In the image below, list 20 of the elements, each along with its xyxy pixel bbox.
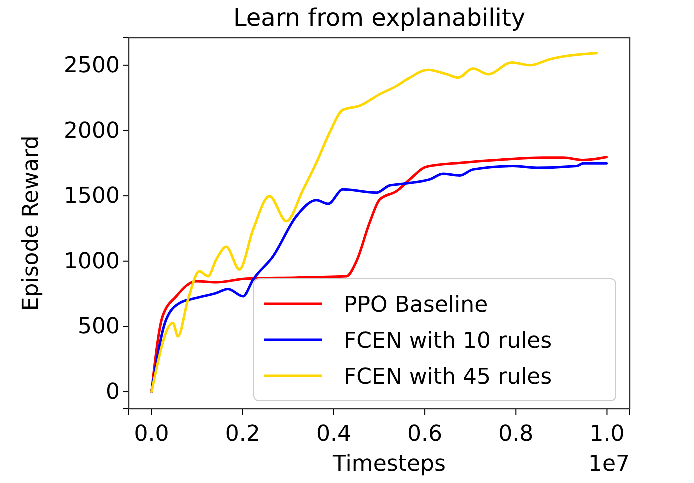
x-axis-title: Timesteps <box>332 452 446 477</box>
x-tick-label: 0.0 <box>134 422 170 448</box>
y-tick-label: 1500 <box>64 184 120 210</box>
legend-label: FCEN with 10 rules <box>344 329 552 354</box>
x-tick-label: 0.8 <box>498 422 534 448</box>
x-tick-label: 1.0 <box>590 422 625 448</box>
legend-label: FCEN with 45 rules <box>344 365 552 390</box>
y-tick-label: 500 <box>78 314 120 340</box>
line-series <box>150 52 598 394</box>
chart-title: Learn from explanability <box>233 4 526 32</box>
y-tick-label: 1000 <box>64 249 120 274</box>
y-axis-title: Episode Reward <box>19 136 44 312</box>
y-tick-label: 2000 <box>64 118 120 144</box>
y-tick-label: 0 <box>106 380 120 406</box>
text: 1e7 <box>588 452 630 477</box>
x-tick-label: 0.2 <box>225 422 260 448</box>
y-tick-label: 2500 <box>64 53 120 78</box>
legend-label: PPO Baseline <box>344 293 488 318</box>
x-tick-label: 0.6 <box>408 422 443 448</box>
x-tick-label: 0.4 <box>316 422 352 448</box>
